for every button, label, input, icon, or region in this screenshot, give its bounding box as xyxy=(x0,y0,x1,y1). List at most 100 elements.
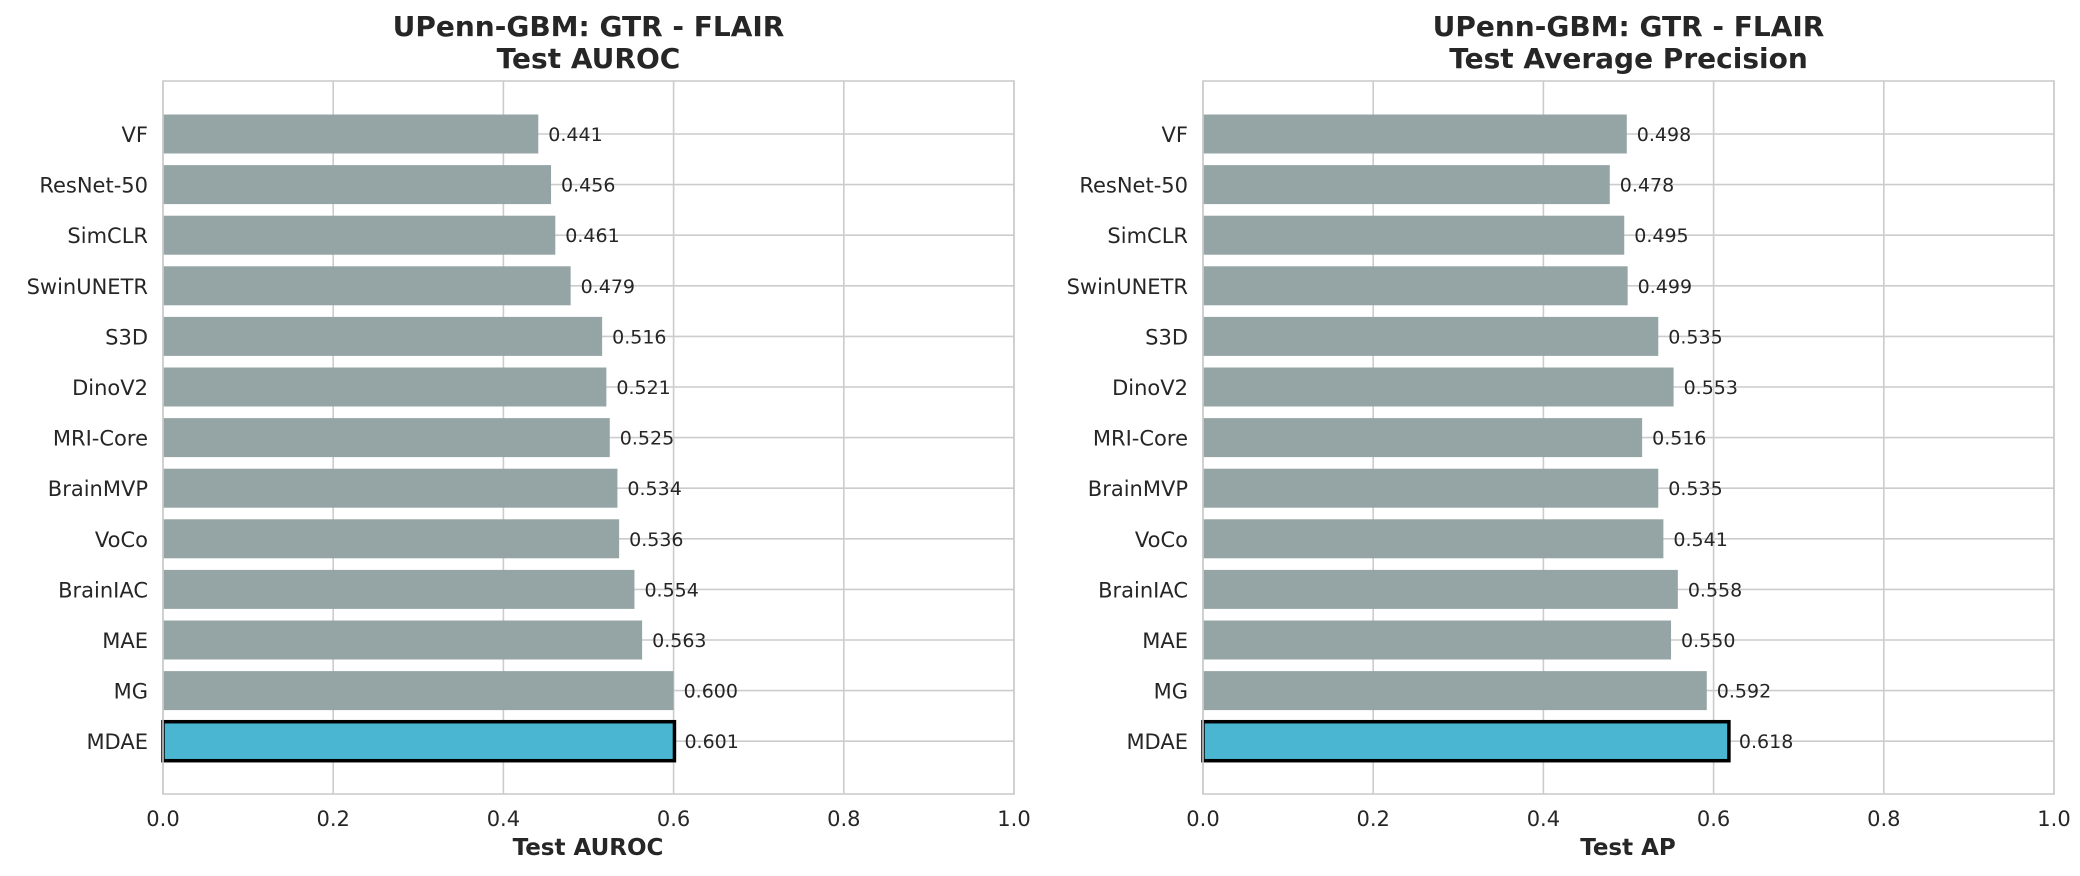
data-label: 0.600 xyxy=(684,681,738,703)
auroc-bar-chart: 0.441 VF 0.456 ResNet-50 0.461 SimCLR 0.479 Swi… xyxy=(27,80,1031,831)
y-tick-label: ResNet-50 xyxy=(39,174,148,198)
data-label: 0.479 xyxy=(581,276,635,298)
x-tick-label: 0.0 xyxy=(1186,807,1219,831)
data-label: 0.516 xyxy=(612,326,666,348)
data-label: 0.554 xyxy=(644,579,698,601)
x-tick-label: 1.0 xyxy=(997,807,1030,831)
bar-simclr xyxy=(163,215,556,255)
data-label: 0.535 xyxy=(1668,478,1722,500)
y-tick-label: MRI-Core xyxy=(53,427,148,451)
x-tick-label: 0.2 xyxy=(1356,807,1389,831)
y-tick-label: VF xyxy=(122,123,148,147)
chart-subtitle: Test AUROC xyxy=(496,42,681,75)
auroc-chart-panel: UPenn-GBM: GTR - FLAIR Test AUROC 0.441 V… xyxy=(27,10,1031,861)
y-tick-label: MAE xyxy=(1142,629,1188,653)
bar-voco xyxy=(163,519,620,559)
data-label: 0.534 xyxy=(627,478,681,500)
y-tick-label: S3D xyxy=(105,325,148,349)
y-tick-label: MG xyxy=(1154,680,1188,704)
y-tick-label: SimCLR xyxy=(1107,224,1188,248)
bar-vf xyxy=(1203,114,1627,154)
data-label: 0.563 xyxy=(652,630,706,652)
bar-brainiac xyxy=(163,569,635,609)
y-tick-label: MDAE xyxy=(1126,730,1188,754)
bar-s3d xyxy=(163,316,603,356)
bar-mri-core xyxy=(1203,418,1643,458)
ap-bar-chart: 0.498 VF 0.478 ResNet-50 0.495 SimCLR 0.499 Swi… xyxy=(1067,80,2071,831)
x-tick-label: 0.8 xyxy=(1867,807,1900,831)
data-label: 0.535 xyxy=(1668,326,1722,348)
bar-brainmvp xyxy=(1203,468,1659,508)
bar-mae xyxy=(1203,620,1672,660)
x-tick-label: 0.6 xyxy=(1697,807,1730,831)
data-label: 0.553 xyxy=(1684,377,1738,399)
y-tick-label: SimCLR xyxy=(67,224,148,248)
bar-resnet-50 xyxy=(1203,165,1610,205)
data-label: 0.541 xyxy=(1673,529,1727,551)
data-label: 0.456 xyxy=(561,175,615,197)
y-tick-label: S3D xyxy=(1145,325,1188,349)
bar-mdae xyxy=(1201,719,1731,763)
bar-simclr xyxy=(1203,215,1625,255)
x-tick-label: 1.0 xyxy=(2037,807,2070,831)
data-label: 0.592 xyxy=(1717,681,1771,703)
x-tick-label: 0.4 xyxy=(487,807,520,831)
x-tick-label: 0.2 xyxy=(316,807,349,831)
bar-brainmvp xyxy=(163,468,618,508)
data-label: 0.495 xyxy=(1634,225,1688,247)
data-label: 0.618 xyxy=(1739,731,1793,753)
y-tick-label: MDAE xyxy=(86,730,148,754)
chart-title: UPenn-GBM: GTR - FLAIR xyxy=(1432,10,1825,43)
data-label: 0.536 xyxy=(629,529,683,551)
y-tick-label: BrainIAC xyxy=(58,578,148,602)
y-tick-label: DinoV2 xyxy=(72,376,148,400)
x-tick-label: 0.8 xyxy=(827,807,860,831)
data-label: 0.498 xyxy=(1637,124,1691,146)
x-tick-label: 0.4 xyxy=(1527,807,1560,831)
y-tick-label: MAE xyxy=(102,629,148,653)
data-label: 0.521 xyxy=(616,377,670,399)
x-tick-label: 0.6 xyxy=(657,807,690,831)
y-tick-label: BrainMVP xyxy=(48,477,148,501)
data-label: 0.525 xyxy=(620,428,674,450)
bar-s3d xyxy=(1203,316,1659,356)
x-tick-label: 0.0 xyxy=(146,807,179,831)
data-label: 0.461 xyxy=(565,225,619,247)
y-tick-label: VF xyxy=(1162,123,1188,147)
bar-mae xyxy=(163,620,643,660)
y-tick-label: MRI-Core xyxy=(1093,427,1188,451)
x-axis-label: Test AUROC xyxy=(512,835,664,861)
bar-vf xyxy=(163,114,539,154)
data-label: 0.550 xyxy=(1681,630,1735,652)
bar-dinov2 xyxy=(163,367,607,407)
ap-chart-panel: UPenn-GBM: GTR - FLAIR Test Average Prec… xyxy=(1040,0,2080,876)
y-tick-label: VoCo xyxy=(95,528,148,552)
bar-dinov2 xyxy=(1203,367,1674,407)
bar-brainiac xyxy=(1203,569,1678,609)
bar-resnet-50 xyxy=(163,165,552,205)
y-tick-label: MG xyxy=(114,680,148,704)
bar-mdae xyxy=(161,719,677,763)
y-tick-label: VoCo xyxy=(1135,528,1188,552)
bar-mri-core xyxy=(163,418,610,458)
chart-subtitle: Test Average Precision xyxy=(1449,42,1808,75)
bar-mg xyxy=(1203,671,1707,711)
bar-swinunetr xyxy=(1203,266,1628,306)
data-label: 0.516 xyxy=(1652,428,1706,450)
y-tick-label: ResNet-50 xyxy=(1079,174,1188,198)
y-tick-label: SwinUNETR xyxy=(1067,275,1188,299)
chart-title: UPenn-GBM: GTR - FLAIR xyxy=(392,10,785,43)
plot-frame xyxy=(1202,80,2055,795)
data-label: 0.601 xyxy=(684,731,738,753)
bar-swinunetr xyxy=(163,266,571,306)
bar-voco xyxy=(1203,519,1664,559)
y-tick-label: DinoV2 xyxy=(1112,376,1188,400)
data-label: 0.558 xyxy=(1688,579,1742,601)
y-tick-label: BrainMVP xyxy=(1088,477,1188,501)
data-label: 0.441 xyxy=(548,124,602,146)
y-tick-label: SwinUNETR xyxy=(27,275,148,299)
data-label: 0.478 xyxy=(1620,175,1674,197)
data-label: 0.499 xyxy=(1638,276,1692,298)
y-tick-label: BrainIAC xyxy=(1098,578,1188,602)
